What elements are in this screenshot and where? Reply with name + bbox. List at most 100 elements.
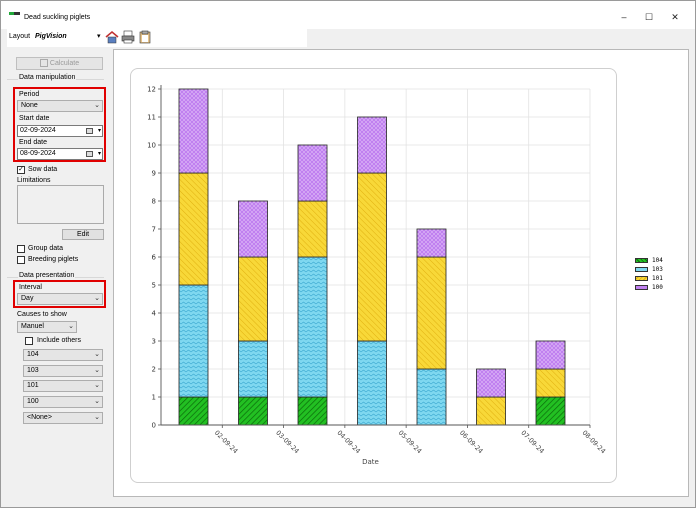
legend-item: 104: [635, 257, 663, 266]
home-icon[interactable]: [105, 30, 119, 44]
y-tick-label: 0: [152, 422, 156, 430]
minimize-button[interactable]: –: [621, 12, 627, 22]
settings-panel-lower: Edit Group data Breeding piglets Data pr…: [7, 49, 108, 503]
y-tick-label: 12: [147, 86, 156, 94]
chevron-down-icon: ⌄: [94, 367, 100, 374]
calendar-icon[interactable]: [86, 151, 93, 157]
start-date-picker[interactable]: 02-09-2024 ▾: [17, 125, 103, 137]
chevron-down-icon[interactable]: ▾: [97, 151, 101, 157]
end-date-label: End date: [19, 139, 48, 146]
bar-segment: [476, 396, 506, 426]
calculator-icon: [39, 59, 48, 68]
bar-segment: [535, 396, 566, 426]
x-tick-label: 02-09-24: [213, 429, 240, 456]
sow-data-label: Sow data: [28, 166, 58, 173]
cause-select-2[interactable]: 103 ⌄: [23, 365, 103, 377]
bar-segment: [416, 256, 447, 370]
x-tick-label: 06-09-24: [458, 429, 485, 456]
chevron-down-icon: ⌄: [94, 398, 100, 405]
x-tick-label: 03-09-24: [274, 429, 301, 456]
start-date-label: Start date: [19, 115, 50, 122]
bar-segment: [297, 200, 328, 258]
y-tick-label: 6: [152, 254, 157, 262]
causes-label: Causes to show: [17, 311, 67, 318]
chevron-down-icon: ⌄: [94, 382, 100, 389]
close-button[interactable]: ✕: [671, 12, 679, 22]
cause-select-3[interactable]: 101 ⌄: [23, 380, 103, 392]
interval-select[interactable]: Day ⌄: [17, 293, 103, 305]
legend-swatch: [635, 285, 648, 290]
cause-select-value: 100: [27, 398, 39, 405]
sow-data-checkbox[interactable]: ✓: [17, 166, 25, 174]
end-date-picker[interactable]: 08-09-2024 ▾: [17, 148, 103, 160]
legend-label: 104: [652, 257, 663, 264]
group-data-checkbox[interactable]: [17, 245, 25, 253]
cause-select-value: 103: [27, 367, 39, 374]
maximize-button[interactable]: ☐: [644, 12, 654, 22]
edit-label: Edit: [76, 231, 90, 238]
bar-segment: [357, 340, 387, 426]
cause-select-4[interactable]: 100 ⌄: [23, 396, 103, 408]
causes-select[interactable]: Manuel ⌄: [17, 321, 77, 333]
y-tick-label: 9: [152, 170, 156, 178]
edit-button[interactable]: Edit: [62, 229, 104, 240]
y-tick-label: 10: [147, 142, 156, 150]
app-icon: [9, 12, 20, 19]
legend-label: 100: [652, 284, 663, 291]
cause-select-5[interactable]: <None> ⌄: [23, 412, 103, 424]
bar-segment: [178, 172, 209, 286]
bar-segment: [238, 256, 268, 342]
x-tick-label: 05-09-24: [397, 429, 424, 456]
bar-segment: [238, 396, 268, 426]
y-tick-label: 11: [147, 114, 156, 122]
bar-segment: [476, 368, 506, 398]
limitations-box[interactable]: [17, 185, 104, 224]
chevron-down-icon[interactable]: ▾: [97, 128, 101, 134]
breeding-piglets-label: Breeding piglets: [28, 256, 79, 263]
bar-segment: [297, 256, 328, 398]
period-label: Period: [19, 91, 40, 98]
legend-swatch: [635, 276, 648, 281]
start-date-value: 02-09-2024: [20, 127, 56, 134]
cause-select-1[interactable]: 104 ⌄: [23, 349, 103, 361]
bar-segment: [297, 396, 328, 426]
breeding-piglets-checkbox[interactable]: [17, 256, 25, 264]
x-tick-label: 07-09-24: [519, 429, 546, 456]
highlight-box: [13, 280, 106, 308]
interval-value: Day: [21, 295, 34, 302]
bar-segment: [357, 172, 387, 342]
bar-segment: [416, 228, 447, 258]
title-bar: Dead suckling piglets – ☐ ✕: [1, 1, 695, 29]
period-value: None: [21, 102, 38, 109]
data-manipulation-header: Data manipulation: [18, 74, 77, 81]
layout-select[interactable]: PigVision: [35, 33, 67, 40]
legend-label: 101: [652, 275, 663, 282]
legend-swatch: [635, 267, 648, 272]
bar-segment: [535, 340, 566, 370]
include-others-label: Include others: [37, 337, 81, 344]
cause-select-value: 104: [27, 351, 39, 358]
bar-segment: [178, 284, 209, 398]
y-tick-label: 3: [152, 338, 156, 346]
print-icon[interactable]: [121, 30, 135, 44]
legend-item: 101: [635, 275, 663, 284]
data-presentation-header: Data presentation: [18, 272, 76, 279]
chevron-down-icon[interactable]: ▾: [97, 33, 101, 40]
legend-label: 103: [652, 266, 663, 273]
bar-segment: [297, 144, 328, 202]
bar-segment: [357, 116, 387, 174]
bar-segment: [535, 368, 566, 398]
x-tick-label: 04-09-24: [335, 429, 362, 456]
layout-toolbar: Layout PigVision ▾: [7, 29, 307, 47]
calculate-label: Calculate: [49, 60, 80, 67]
clipboard-icon[interactable]: [138, 30, 152, 44]
bar-segment: [238, 340, 268, 398]
y-tick-label: 5: [152, 282, 156, 290]
chevron-down-icon: ⌄: [94, 295, 100, 302]
period-select[interactable]: None ⌄: [17, 100, 103, 112]
calculate-button[interactable]: Calculate: [16, 57, 103, 70]
include-others-checkbox[interactable]: [25, 337, 33, 345]
calendar-icon[interactable]: [86, 128, 93, 134]
chart-legend: 104 103 101 100: [635, 257, 663, 293]
chevron-down-icon: ⌄: [94, 351, 100, 358]
